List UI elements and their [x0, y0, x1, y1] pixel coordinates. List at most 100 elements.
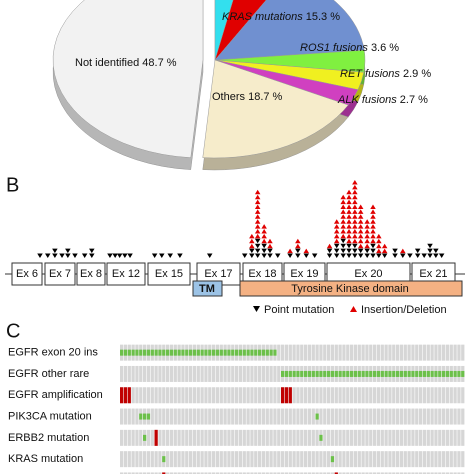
tk-domain	[239, 280, 463, 297]
cell	[350, 408, 354, 425]
cell	[442, 387, 446, 404]
cell	[353, 472, 358, 474]
mutation-cell	[396, 370, 400, 377]
legend-label: Point mutation	[264, 304, 334, 316]
triangle	[295, 248, 301, 254]
cell	[181, 387, 185, 404]
triangle	[352, 189, 358, 195]
cell	[457, 451, 461, 468]
exon-label: Ex 8	[80, 268, 102, 280]
cell	[346, 408, 350, 425]
triangle	[421, 253, 427, 258]
amplification-cell	[288, 387, 292, 404]
triangle	[357, 233, 364, 239]
cell	[369, 387, 373, 404]
cell	[407, 408, 411, 425]
mutation-cell	[461, 370, 465, 377]
mutation-cell	[438, 370, 442, 377]
exon-box	[147, 262, 191, 286]
triangle	[122, 253, 128, 258]
mutation-cell	[215, 349, 220, 356]
cell	[273, 429, 277, 446]
cell	[392, 451, 396, 468]
cell	[342, 451, 346, 468]
cell	[150, 408, 154, 425]
mutation-stack	[340, 238, 346, 258]
domain-label: TM	[199, 283, 215, 295]
mutation-cell	[173, 349, 177, 356]
mutation-stack	[249, 248, 255, 258]
triangle	[333, 224, 340, 229]
cell	[426, 451, 430, 468]
cell	[449, 408, 453, 425]
cell	[396, 472, 400, 474]
cell	[342, 344, 346, 361]
cell	[162, 408, 166, 425]
cell	[461, 408, 465, 425]
cell	[422, 344, 427, 361]
triangle	[249, 243, 255, 249]
triangle	[45, 253, 51, 258]
cell	[407, 451, 411, 468]
cell	[392, 472, 396, 474]
mutation-cell	[304, 370, 308, 377]
cell	[384, 387, 388, 404]
cell	[131, 429, 135, 446]
cell	[131, 451, 135, 468]
pie-slice	[202, 59, 349, 159]
triangle	[116, 253, 123, 258]
cell	[365, 472, 369, 474]
triangle	[370, 229, 376, 234]
mutation-cell	[346, 370, 350, 377]
triangle	[381, 248, 388, 254]
cell	[189, 472, 193, 474]
triangle	[438, 253, 445, 258]
mutation-stack	[45, 253, 51, 258]
cell	[169, 429, 174, 446]
cell	[123, 365, 128, 382]
mutation-stack	[151, 253, 158, 258]
mutation-stack	[167, 253, 173, 258]
cell	[250, 387, 254, 404]
triangle	[357, 224, 364, 229]
cell	[453, 451, 457, 468]
cell	[449, 472, 453, 474]
amplification-cell	[120, 387, 124, 404]
cell	[227, 387, 231, 404]
triangle	[346, 194, 352, 200]
cell	[445, 408, 450, 425]
mutation-cell	[212, 349, 216, 356]
cell	[273, 451, 277, 468]
cell	[139, 365, 143, 382]
cell	[208, 472, 212, 474]
cell	[384, 429, 388, 446]
cell	[204, 365, 208, 382]
triangle	[333, 233, 340, 239]
cell	[311, 344, 315, 361]
triangle	[72, 253, 78, 258]
cell	[181, 472, 185, 474]
cell	[457, 387, 461, 404]
cell	[300, 451, 304, 468]
mutation-cell	[284, 370, 289, 377]
triangle	[206, 253, 213, 258]
triangle	[364, 233, 370, 239]
mutation-cell	[330, 456, 335, 463]
mutation-cell	[442, 370, 446, 377]
triangle	[295, 238, 301, 244]
triangle	[352, 219, 358, 224]
cell	[189, 365, 193, 382]
triangle	[364, 243, 370, 249]
cell	[166, 387, 170, 404]
mutation-stack	[303, 253, 310, 258]
mutation-stack	[311, 253, 318, 258]
mutation-stack	[381, 253, 388, 258]
cell	[327, 472, 331, 474]
mutation-cell	[189, 349, 193, 356]
cell	[281, 344, 285, 361]
triangle	[267, 243, 273, 249]
cell	[361, 472, 365, 474]
cell	[307, 387, 312, 404]
cell	[231, 387, 235, 404]
triangle	[346, 248, 352, 254]
